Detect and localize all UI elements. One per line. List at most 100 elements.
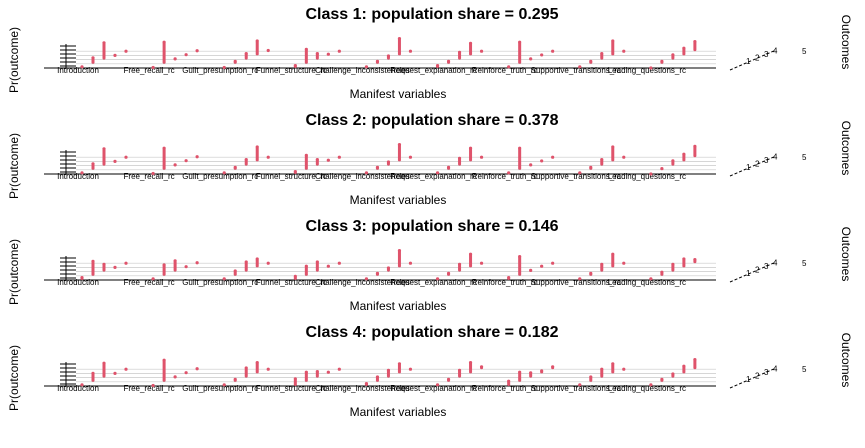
bar-cap xyxy=(435,171,440,175)
bar-cap xyxy=(195,261,199,265)
bar-cap xyxy=(233,59,237,64)
bar xyxy=(682,48,686,56)
x-tick-label: Supportive_transitions_rc xyxy=(531,172,621,181)
bar xyxy=(518,148,522,170)
x-tick-label: Leading_questions_rc xyxy=(608,384,686,393)
bar-cap xyxy=(233,377,237,381)
bar-cap xyxy=(364,65,369,69)
bar-cap xyxy=(266,48,270,53)
bar xyxy=(244,159,248,166)
x-tick-label: Introduction xyxy=(57,66,99,75)
bar-cap xyxy=(540,53,544,57)
bar-cap xyxy=(529,163,533,167)
bar xyxy=(611,254,615,268)
x-tick-label: Request_explanation_rc xyxy=(390,278,476,287)
bar xyxy=(397,250,401,268)
bar-cap xyxy=(518,40,522,44)
x-tick-label: Leading_questions_rc xyxy=(608,278,686,287)
bar-cap xyxy=(611,252,615,256)
bar xyxy=(315,371,319,378)
bar xyxy=(315,53,319,60)
bar-cap xyxy=(682,364,686,368)
bar xyxy=(304,266,308,276)
bar xyxy=(304,155,308,170)
panel-title: Class 4: population share = 0.182 xyxy=(306,324,559,341)
bar-cap xyxy=(693,358,697,362)
bar-cap xyxy=(233,269,237,273)
bar-cap xyxy=(435,64,440,68)
bar-cap xyxy=(113,159,117,163)
bar-cap xyxy=(540,264,544,268)
bar-cap xyxy=(375,271,380,275)
bar xyxy=(693,146,697,158)
bar xyxy=(304,49,308,64)
bar-cap xyxy=(468,146,473,150)
bar-cap xyxy=(326,370,330,374)
bar-cap xyxy=(364,382,369,386)
bar-cap xyxy=(457,156,462,160)
bar xyxy=(518,256,522,276)
bar xyxy=(386,370,390,378)
bar xyxy=(255,362,259,374)
bar-cap xyxy=(91,162,95,166)
x-axis-label: Manifest variables xyxy=(350,193,447,207)
bar xyxy=(162,360,166,382)
bar-cap xyxy=(102,147,106,151)
bar-cap xyxy=(479,261,484,265)
bar-cap xyxy=(337,367,341,371)
bar-cap xyxy=(315,158,319,162)
bar-cap xyxy=(507,171,511,175)
z-tick-label: 5 xyxy=(802,259,807,268)
bar-cap xyxy=(266,155,270,159)
bar xyxy=(102,264,106,272)
bar-cap xyxy=(540,159,544,163)
panel-3: Class 3: population share = 0.146 Pr(outc… xyxy=(7,218,853,313)
bar-cap xyxy=(195,49,199,53)
bar-cap xyxy=(507,276,511,280)
z-tick-label: 1 xyxy=(746,163,751,172)
x-tick-label: Leading_questions_rc xyxy=(608,66,686,75)
bar-cap xyxy=(397,362,402,366)
bar-cap xyxy=(304,47,308,52)
bar-cap xyxy=(600,158,604,162)
bar-cap xyxy=(102,361,106,365)
y-axis-label: Pr(outcome) xyxy=(7,345,21,411)
z-tick-label: 3 xyxy=(764,50,769,59)
bar-cap xyxy=(124,261,128,265)
z-tick-label: 2 xyxy=(755,266,760,275)
z-tick-label: 4 xyxy=(773,259,778,268)
bar-cap xyxy=(408,261,413,265)
bar xyxy=(682,259,686,268)
bar-cap xyxy=(184,53,188,57)
bar-cap xyxy=(326,158,330,162)
bar-cap xyxy=(578,277,582,281)
bar xyxy=(693,41,697,52)
x-tick-label: Supportive_transitions_rc xyxy=(531,66,621,75)
bar-cap xyxy=(195,155,199,159)
x-tick-label: Supportive_transitions_rc xyxy=(531,384,621,393)
bar-cap xyxy=(386,54,391,58)
bar-cap xyxy=(693,144,697,148)
bar-cap xyxy=(589,59,593,64)
bar xyxy=(255,41,259,56)
bar-cap xyxy=(222,383,226,387)
bar-cap xyxy=(660,377,664,381)
bar-cap xyxy=(518,146,522,150)
bar xyxy=(693,359,697,370)
bar-cap xyxy=(479,49,484,53)
bar xyxy=(469,362,473,374)
x-tick-label: Reinforce_truth_rc xyxy=(472,66,538,75)
bar-cap xyxy=(244,260,248,264)
bar xyxy=(162,148,166,170)
bar-cap xyxy=(600,52,604,56)
bar-cap xyxy=(693,40,697,44)
bar-cap xyxy=(326,52,330,56)
bar xyxy=(91,57,95,64)
bar-cap xyxy=(244,366,248,370)
x-tick-label: Free_recall_rc xyxy=(124,278,175,287)
z-tick-label: 1 xyxy=(746,375,751,384)
bar xyxy=(397,363,401,374)
bar xyxy=(600,369,604,378)
bar-cap xyxy=(184,265,188,269)
x-tick-label: Funnel_structure_rc xyxy=(256,278,327,287)
